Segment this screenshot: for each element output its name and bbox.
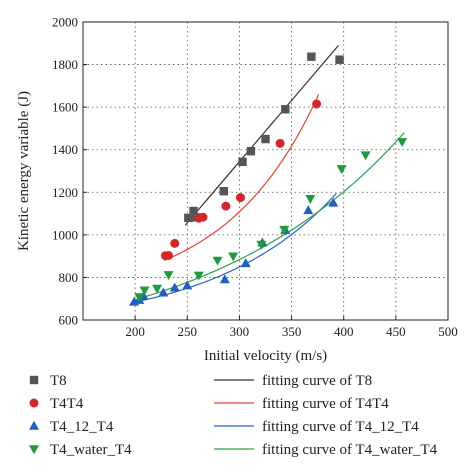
legend-fit-label-3: fitting curve of T4_12_T4 <box>262 419 419 435</box>
point-t4t4 <box>164 251 174 261</box>
point-t4-water-t4 <box>228 252 239 262</box>
point-t8 <box>335 55 344 64</box>
plot-frame <box>82 21 449 321</box>
legend-marker-4 <box>29 445 39 455</box>
point-t4-12-t4 <box>303 205 314 215</box>
legend-label-3: T4_12_T4 <box>50 419 114 435</box>
point-t4-water-t4 <box>193 271 204 281</box>
y-tick-label: 1200 <box>52 185 78 200</box>
point-t4t4 <box>275 138 285 148</box>
x-tick-label: 200 <box>125 324 145 339</box>
y-tick-label: 1400 <box>52 142 78 157</box>
point-t8 <box>246 147 256 156</box>
grid <box>83 22 448 320</box>
point-t4-water-t4 <box>212 256 223 266</box>
legend-marker-3 <box>29 420 39 430</box>
point-t4-water-t4 <box>279 225 290 235</box>
y-tick-label: 1800 <box>52 57 78 72</box>
y-tick-label: 600 <box>59 313 79 328</box>
point-t4-12-t4 <box>182 280 193 290</box>
axis-ticks: 200 250 300 350 400 450 500 600 800 1000 1200 1400 1… <box>52 15 458 340</box>
point-t8 <box>261 134 270 144</box>
x-tick-label: 450 <box>386 324 406 339</box>
point-t4-water-t4 <box>397 138 408 148</box>
x-tick-label: 500 <box>438 324 458 339</box>
point-t4t4 <box>198 212 208 222</box>
point-t8 <box>219 187 228 196</box>
point-t4t4 <box>170 238 180 248</box>
y-tick-label: 2000 <box>52 15 78 30</box>
x-axis-label: Initial velocity (m/s) <box>204 348 327 364</box>
point-t4-water-t4 <box>360 151 371 161</box>
legend-marker-1 <box>29 375 39 385</box>
y-tick-label: 1000 <box>52 227 78 242</box>
point-t8 <box>238 157 247 167</box>
point-t8 <box>184 213 193 223</box>
point-t4t4 <box>235 193 245 203</box>
point-t4-water-t4 <box>163 271 174 281</box>
x-tick-label: 250 <box>178 324 198 339</box>
point-t4-12-t4 <box>169 282 180 292</box>
point-t4-12-t4 <box>328 197 339 207</box>
legend-marker-2 <box>29 398 39 408</box>
data-points <box>129 52 408 306</box>
point-t8 <box>189 206 198 216</box>
y-tick-label: 1600 <box>52 100 78 115</box>
point-t4t4 <box>312 99 322 109</box>
point-t4-water-t4 <box>305 194 316 204</box>
fit-line-2 <box>164 94 320 261</box>
legend-fit-label-2: fitting curve of T4T4 <box>262 396 389 412</box>
point-t8 <box>281 105 290 114</box>
legend-label-1: T8 <box>50 373 67 389</box>
point-t4t4 <box>221 201 231 211</box>
point-t4-water-t4 <box>336 165 347 175</box>
point-t4-12-t4 <box>219 274 230 284</box>
legend-fit-label-4: fitting curve of T4_water_T4 <box>262 442 438 458</box>
legend-fit-label-1: fitting curve of T8 <box>262 373 372 389</box>
fit-line-4 <box>134 132 405 301</box>
fitting-curves <box>132 45 405 304</box>
point-t4-12-t4 <box>240 258 251 268</box>
y-tick-label: 800 <box>59 270 79 285</box>
y-axis-label: Kinetic energy variable (J) <box>16 91 32 251</box>
legend-label-4: T4_water_T4 <box>50 442 132 458</box>
legend-label-2: T4T4 <box>50 396 84 412</box>
point-t8 <box>307 52 316 61</box>
x-tick-label: 300 <box>230 324 250 339</box>
x-tick-label: 400 <box>334 324 354 339</box>
x-tick-label: 350 <box>282 324 302 339</box>
point-t4-water-t4 <box>152 284 163 294</box>
point-t4-12-t4 <box>158 287 169 297</box>
legend: T8 T4T4 T4_12_T4 T4_water_T4 fitting curve o… <box>29 373 438 458</box>
point-t4-water-t4 <box>134 293 145 303</box>
point-t4-water-t4 <box>256 240 267 250</box>
point-t4-water-t4 <box>139 286 150 296</box>
